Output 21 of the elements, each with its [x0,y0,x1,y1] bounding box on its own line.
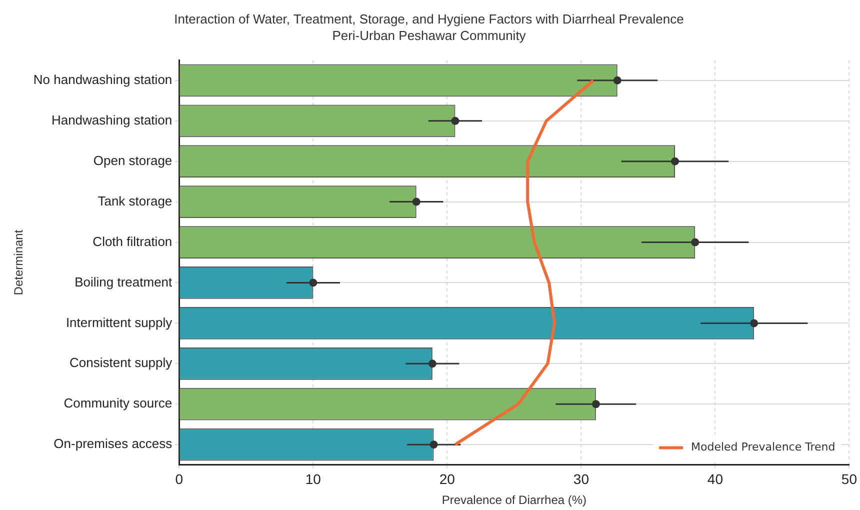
x-tick-label: 50 [841,471,858,488]
chart-subtitle: Peri-Urban Peshawar Community [332,28,526,43]
x-tick-label: 40 [707,471,724,488]
y-tick-label: Tank storage [98,193,172,208]
x-tick-label: 30 [573,471,590,488]
x-tick-label: 0 [175,471,184,488]
y-tick-label: On-premises access [54,436,173,452]
y-tick-label: Cloth filtration [92,234,172,249]
chart-title: Interaction of Water, Treatment, Storage, and Hygiene Factors with Diarrheal Prevalence [174,11,684,26]
x-tick-label: 10 [305,471,322,488]
y-tick-label: Handwashing station [51,112,172,128]
y-tick-label: No handwashing station [33,72,172,88]
legend-label: Modeled Prevalence Trend [690,440,836,454]
y-tick-label: Consistent supply [70,355,173,370]
y-axis-title: Determinant [12,229,26,296]
y-tick-label: Boiling treatment [74,274,173,290]
y-tick-label: Community source [64,396,172,411]
x-tick-label: 20 [439,471,456,488]
y-tick-label: Open storage [93,152,172,168]
x-axis-title: Prevalence of Diarrhea (%) [442,493,587,508]
y-tick-label: Intermittent supply [66,314,173,330]
